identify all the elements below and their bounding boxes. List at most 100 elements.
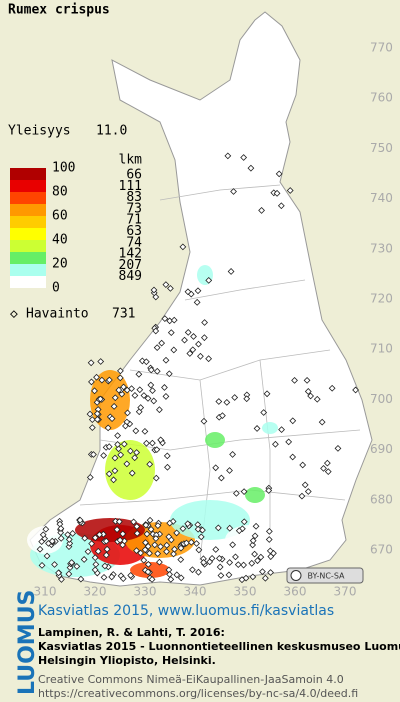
observation-marker <box>102 537 110 545</box>
observation-marker <box>131 454 139 462</box>
observation-marker <box>133 449 141 456</box>
observation-marker <box>165 566 173 574</box>
observation-marker <box>201 319 208 326</box>
observation-marker <box>141 546 149 554</box>
observation-marker <box>64 531 72 539</box>
observation-marker <box>105 470 113 478</box>
observation-marker <box>90 451 97 458</box>
observation-marker <box>179 243 187 251</box>
observation-marker <box>304 388 312 395</box>
observation-marker <box>86 410 94 418</box>
observation-marker <box>140 556 148 564</box>
y-grid-label: 710 <box>370 342 393 356</box>
observation-marker <box>226 559 234 566</box>
observation-marker <box>151 541 159 549</box>
observation-marker <box>263 390 271 398</box>
license-badge-text: BY-NC-SA <box>307 572 345 581</box>
density-patch <box>245 487 265 503</box>
x-grid-label: 330 <box>134 585 157 599</box>
observation-marker <box>114 441 122 448</box>
observation-marker <box>216 563 224 571</box>
observation-count: 731 <box>112 307 135 322</box>
observation-marker <box>116 536 124 544</box>
observation-marker <box>68 559 76 566</box>
observation-marker <box>195 568 202 576</box>
y-grid-label: 740 <box>370 191 393 205</box>
observation-marker <box>235 527 243 535</box>
observation-marker <box>104 424 112 432</box>
observation-marker <box>286 187 294 194</box>
observation-marker <box>170 316 178 324</box>
observation-marker <box>193 298 201 306</box>
observation-marker <box>177 556 185 564</box>
observation-marker <box>243 391 251 399</box>
observation-marker <box>162 393 170 400</box>
observation-marker <box>217 572 225 579</box>
observation-marker <box>231 394 239 401</box>
observation-marker <box>238 576 246 584</box>
observation-marker <box>259 568 266 576</box>
observation-marker <box>183 539 190 547</box>
observation-marker <box>137 404 145 411</box>
observation-marker <box>200 559 207 566</box>
observation-marker <box>154 522 162 529</box>
observation-marker <box>166 519 174 527</box>
legend-scale-label: 80 <box>52 185 68 200</box>
observation-marker <box>215 555 223 562</box>
observation-marker <box>257 553 265 561</box>
observation-label: Havainto <box>26 307 89 322</box>
observation-marker <box>120 440 128 448</box>
observation-marker <box>177 574 185 582</box>
observation-marker <box>199 526 206 534</box>
citation-line: Lampinen, R. & Lahti, T. 2016: <box>38 626 225 639</box>
legend-scale-label: 20 <box>52 257 68 272</box>
observation-marker <box>260 409 268 416</box>
observation-marker <box>48 537 56 545</box>
observation-marker <box>73 562 81 570</box>
observation-marker <box>153 344 161 352</box>
observation-marker <box>323 459 331 467</box>
observation-marker <box>205 355 213 363</box>
x-grid-label: 310 <box>34 585 57 599</box>
observation-marker <box>112 517 119 525</box>
observation-marker <box>197 352 204 360</box>
legend-count: 63 <box>126 224 142 239</box>
legend-count: 66 <box>126 168 142 183</box>
observation-marker <box>152 293 160 301</box>
license-line: https://creativecommons.org/licenses/by-… <box>38 687 358 700</box>
observation-marker <box>170 550 177 558</box>
observation-marker <box>307 392 315 400</box>
legend-swatch <box>10 252 46 264</box>
observation-marker <box>94 415 101 423</box>
observation-marker <box>127 447 134 455</box>
observation-marker <box>171 545 178 553</box>
observation-marker <box>81 534 89 542</box>
observation-marker <box>88 416 96 424</box>
observation-marker <box>240 561 247 569</box>
observation-marker <box>187 538 195 546</box>
observation-marker <box>313 395 321 403</box>
observation-marker <box>265 527 273 535</box>
observation-marker <box>91 534 99 542</box>
observation-marker <box>251 550 258 558</box>
observation-marker <box>243 395 251 403</box>
observation-marker <box>150 286 158 294</box>
observation-marker <box>212 546 220 553</box>
observation-marker <box>157 543 164 551</box>
observation-marker <box>226 524 234 532</box>
observation-marker <box>117 367 124 375</box>
observation-marker <box>119 575 127 583</box>
legend-scale-label: 40 <box>52 233 68 248</box>
observation-marker <box>147 366 155 374</box>
observation-marker <box>184 328 192 336</box>
legend-scale-label: 100 <box>52 161 75 176</box>
observation-marker <box>66 540 74 547</box>
observation-marker <box>234 561 242 568</box>
observation-marker <box>153 446 161 454</box>
observation-marker <box>156 406 163 414</box>
observation-marker <box>100 452 107 459</box>
observation-marker <box>143 530 151 538</box>
observation-marker <box>133 523 141 530</box>
observation-marker <box>200 417 208 425</box>
observation-marker <box>230 188 237 195</box>
